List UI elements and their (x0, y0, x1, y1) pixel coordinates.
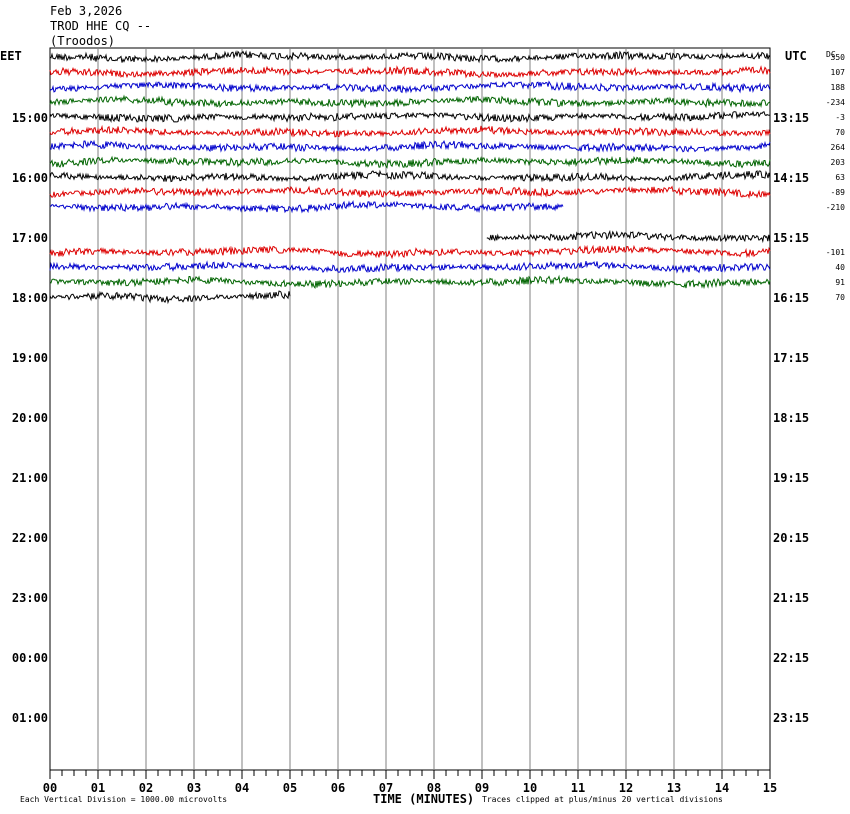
trace-row (486, 229, 771, 244)
left-hour-label: 01:00 (12, 711, 48, 725)
x-tick-label: 00 (43, 781, 57, 795)
left-hour-label: 18:00 (12, 291, 48, 305)
dc-offset-label: 91 (835, 278, 845, 287)
left-hour-label: 19:00 (12, 351, 48, 365)
trace-row (49, 124, 771, 138)
trace-row (49, 274, 771, 290)
scale-note: Each Vertical Division = 1000.00 microvo… (20, 795, 228, 804)
right-hour-label: 13:15 (773, 111, 809, 125)
trace-row (49, 199, 564, 214)
right-hour-label: 17:15 (773, 351, 809, 365)
station-code: TROD HHE CQ -- (50, 19, 152, 33)
x-tick-label: 13 (667, 781, 681, 795)
dc-offset-label: 107 (831, 68, 846, 77)
right-hour-label: 23:15 (773, 711, 809, 725)
dc-offset-label: -210 (826, 203, 845, 212)
right-hour-label: 19:15 (773, 471, 809, 485)
left-hour-label: 16:00 (12, 171, 48, 185)
right-hour-label: 18:15 (773, 411, 809, 425)
right-hour-label: 15:15 (773, 231, 809, 245)
clipping-note: Traces clipped at plus/minus 20 vertical… (482, 795, 723, 804)
x-tick-label: 01 (91, 781, 105, 795)
right-hour-label: 21:15 (773, 591, 809, 605)
plot-frame (49, 47, 771, 771)
dc-offset-label: -101 (826, 248, 845, 257)
x-tick-label: 09 (475, 781, 489, 795)
trace-row (49, 65, 771, 79)
right-hour-label: 20:15 (773, 531, 809, 545)
trace-row (49, 290, 291, 305)
grid-layer (49, 47, 771, 779)
trace-row (49, 50, 771, 64)
x-tick-label: 04 (235, 781, 249, 795)
left-hour-label: 20:00 (12, 411, 48, 425)
right-hour-label: 22:15 (773, 651, 809, 665)
left-hour-label: 17:00 (12, 231, 48, 245)
dc-offset-label: 70 (835, 128, 845, 137)
x-tick-label: 10 (523, 781, 537, 795)
dc-offset-header: DC (826, 50, 836, 59)
trace-row (49, 169, 771, 183)
trace-row (49, 260, 771, 274)
trace-row (49, 110, 771, 124)
left-hour-label: 21:00 (12, 471, 48, 485)
x-tick-label: 12 (619, 781, 633, 795)
dc-offset-label: 188 (831, 83, 846, 92)
x-tick-label: 11 (571, 781, 585, 795)
dc-offset-label: 63 (835, 173, 845, 182)
dc-offset-label: -3 (835, 113, 845, 122)
left-hour-label: 15:00 (12, 111, 48, 125)
trace-row (49, 94, 771, 109)
right-hour-label: 14:15 (773, 171, 809, 185)
trace-row (49, 185, 771, 199)
left-hour-label: 22:00 (12, 531, 48, 545)
plot-date: Feb 3,2026 (50, 4, 123, 18)
x-tick-label: 15 (763, 781, 777, 795)
trace-row (49, 139, 771, 153)
right-timezone-label: UTC (785, 49, 807, 63)
dc-offset-label: -234 (826, 98, 845, 107)
station-location: (Troodos) (50, 34, 116, 48)
x-tick-label: 07 (379, 781, 393, 795)
dc-offset-label: 264 (831, 143, 846, 152)
left-hour-label: 23:00 (12, 591, 48, 605)
right-hour-label: 16:15 (773, 291, 809, 305)
trace-layer (49, 50, 771, 305)
dc-offset-label: 70 (835, 293, 845, 302)
x-tick-label: 08 (427, 781, 441, 795)
label-layer: 00 01 02 03 04 05 06 07 08 09 10 11 12 13 14 15 15:00 16:… (12, 53, 845, 795)
x-tick-label: 06 (331, 781, 345, 795)
trace-row (49, 155, 771, 169)
dc-offset-label: -89 (831, 188, 846, 197)
x-tick-label: 05 (283, 781, 297, 795)
dc-offset-label: 350 (831, 53, 846, 62)
dc-offset-label: 203 (831, 158, 846, 167)
x-tick-label: 02 (139, 781, 153, 795)
left-timezone-label: EET (0, 49, 22, 63)
dc-offset-label: 40 (835, 263, 845, 272)
trace-row (49, 244, 771, 260)
trace-row (49, 80, 771, 94)
x-tick-label: 03 (187, 781, 201, 795)
x-tick-label: 14 (715, 781, 729, 795)
left-hour-label: 00:00 (12, 651, 48, 665)
x-axis-title: TIME (MINUTES) (373, 792, 475, 806)
